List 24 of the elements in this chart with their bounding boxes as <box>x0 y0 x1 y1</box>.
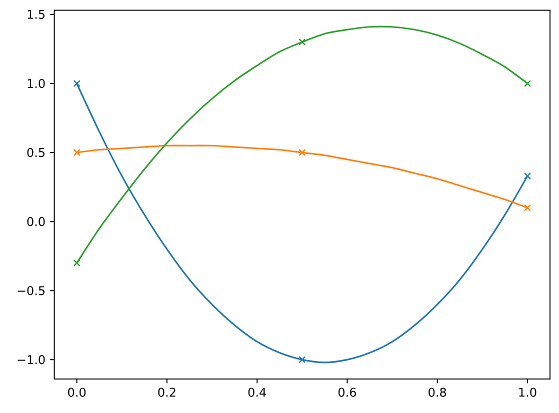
point <box>524 80 531 87</box>
line-series <box>76 26 528 264</box>
point <box>74 149 80 156</box>
y-tick-label: 1.5 <box>28 10 45 19</box>
x-tick-label: 0.2 <box>158 388 176 397</box>
y-tick-label: 0.0 <box>27 217 45 226</box>
point <box>524 204 531 211</box>
x-tick-label: 1.0 <box>519 388 536 397</box>
y-tick-label: 1.0 <box>28 78 45 88</box>
x-tick-label: 0.8 <box>428 388 446 397</box>
line-series <box>76 82 528 364</box>
x-tick-label: 0.4 <box>248 388 266 397</box>
y-tick-label: 0.5 <box>27 148 45 158</box>
point <box>298 149 306 156</box>
point <box>74 260 80 266</box>
point <box>524 172 531 180</box>
x-tick-label: 0.6 <box>338 388 356 397</box>
line-series <box>76 144 528 209</box>
x-tick-label: 0.0 <box>68 388 86 397</box>
point <box>298 38 306 46</box>
point <box>298 356 306 363</box>
point <box>74 80 80 87</box>
y-tick-label: −0.5 <box>18 286 45 296</box>
y-tick-label: −1.0 <box>18 355 45 364</box>
